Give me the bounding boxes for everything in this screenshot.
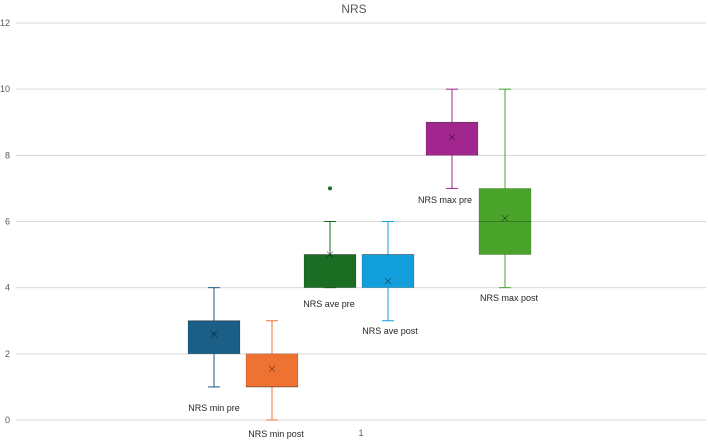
box-nrs-min-post bbox=[245, 320, 299, 421]
mean-marker-stroke bbox=[384, 277, 392, 285]
y-tick-label: 10 bbox=[0, 84, 10, 94]
series-label: NRS ave post bbox=[362, 326, 418, 336]
series-label: NRS max pre bbox=[418, 195, 472, 205]
mean-marker bbox=[501, 214, 509, 222]
y-tick-label: 8 bbox=[5, 150, 10, 160]
chart-title: NRS bbox=[341, 2, 366, 16]
box-nrs-min-pre bbox=[187, 287, 241, 388]
x-tick-label: 1 bbox=[358, 428, 363, 438]
series-label: NRS min pre bbox=[188, 403, 240, 413]
series-label: NRS min post bbox=[248, 429, 304, 439]
box-iqr bbox=[425, 121, 479, 156]
mean-marker-stroke bbox=[384, 277, 392, 285]
series-labels: NRS min pre NRS min post NRS ave pre NRS av… bbox=[188, 195, 538, 439]
series-label: NRS max post bbox=[480, 293, 539, 303]
mean-marker-stroke bbox=[501, 214, 509, 222]
y-tick-label: 0 bbox=[5, 415, 10, 425]
box-iqr bbox=[361, 254, 415, 288]
mean-marker bbox=[268, 365, 276, 373]
mean-marker-stroke bbox=[448, 133, 456, 141]
mean-marker-stroke bbox=[268, 365, 276, 373]
mean-marker bbox=[448, 133, 456, 141]
y-tick-label: 2 bbox=[5, 349, 10, 359]
y-tick-label: 4 bbox=[5, 283, 10, 293]
box-series bbox=[187, 88, 532, 421]
mean-marker bbox=[210, 330, 218, 338]
mean-marker-stroke bbox=[268, 365, 276, 373]
box-nrs-ave-post bbox=[361, 221, 415, 322]
box-iqr bbox=[478, 188, 532, 255]
box-nrs-max-pre bbox=[425, 88, 479, 189]
mean-marker bbox=[326, 251, 334, 258]
mean-marker-stroke bbox=[210, 330, 218, 338]
y-tick-label: 12 bbox=[0, 18, 10, 28]
box-nrs-ave-pre bbox=[303, 186, 357, 289]
mean-marker-stroke bbox=[501, 214, 509, 222]
mean-marker-stroke bbox=[448, 133, 456, 141]
mean-marker-stroke bbox=[326, 251, 334, 258]
y-axis-ticks: 0 2 4 6 8 10 12 bbox=[0, 18, 10, 425]
box-iqr bbox=[245, 353, 299, 388]
y-tick-label: 6 bbox=[5, 217, 10, 227]
outlier-point bbox=[328, 186, 332, 191]
box-iqr bbox=[187, 320, 241, 355]
box-nrs-max-post bbox=[478, 88, 532, 289]
gridlines bbox=[16, 22, 706, 421]
mean-marker-stroke bbox=[210, 330, 218, 338]
box-iqr bbox=[303, 254, 357, 288]
mean-marker-stroke bbox=[326, 251, 334, 258]
mean-marker bbox=[384, 277, 392, 285]
series-label: NRS ave pre bbox=[303, 299, 355, 309]
